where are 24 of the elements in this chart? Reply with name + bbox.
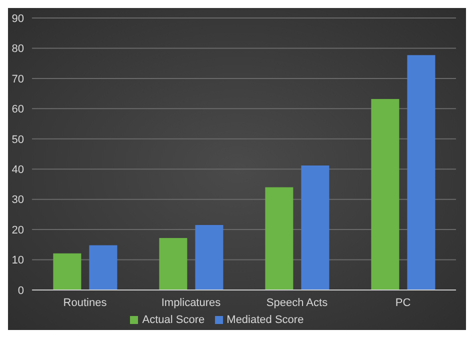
y-tick-label: 40 <box>12 164 24 176</box>
bar <box>407 55 436 290</box>
y-tick-label: 80 <box>12 43 24 56</box>
x-tick-label: Speech Acts <box>266 296 328 309</box>
bar <box>301 165 330 290</box>
y-tick-label: 0 <box>18 284 24 297</box>
bar <box>159 238 188 290</box>
bar <box>195 225 224 290</box>
bar <box>89 245 118 290</box>
bar <box>53 253 82 290</box>
y-tick-label: 70 <box>12 73 24 86</box>
legend-label: Mediated Score <box>226 314 304 326</box>
y-tick-label: 20 <box>12 224 24 236</box>
x-tick-label: Routines <box>63 296 108 309</box>
y-tick-label: 30 <box>12 194 24 206</box>
x-tick-label: PC <box>395 296 411 309</box>
bar <box>265 187 294 290</box>
y-tick-label: 50 <box>12 134 24 146</box>
legend-label: Actual Score <box>142 314 205 326</box>
bar <box>371 98 400 290</box>
x-tick-label: Implicatures <box>161 296 222 309</box>
y-tick-label: 60 <box>12 104 24 116</box>
y-tick-label: 90 <box>12 12 24 25</box>
y-tick-label: 10 <box>12 254 24 267</box>
